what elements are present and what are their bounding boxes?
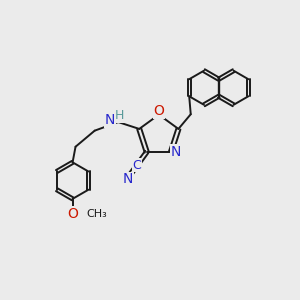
Text: CH₃: CH₃ [87,209,107,219]
Text: N: N [105,113,115,127]
Text: O: O [153,104,164,118]
Text: O: O [67,207,78,221]
Text: C: C [132,158,141,172]
Text: N: N [123,172,133,186]
Text: H: H [115,109,124,122]
Text: N: N [171,145,181,159]
